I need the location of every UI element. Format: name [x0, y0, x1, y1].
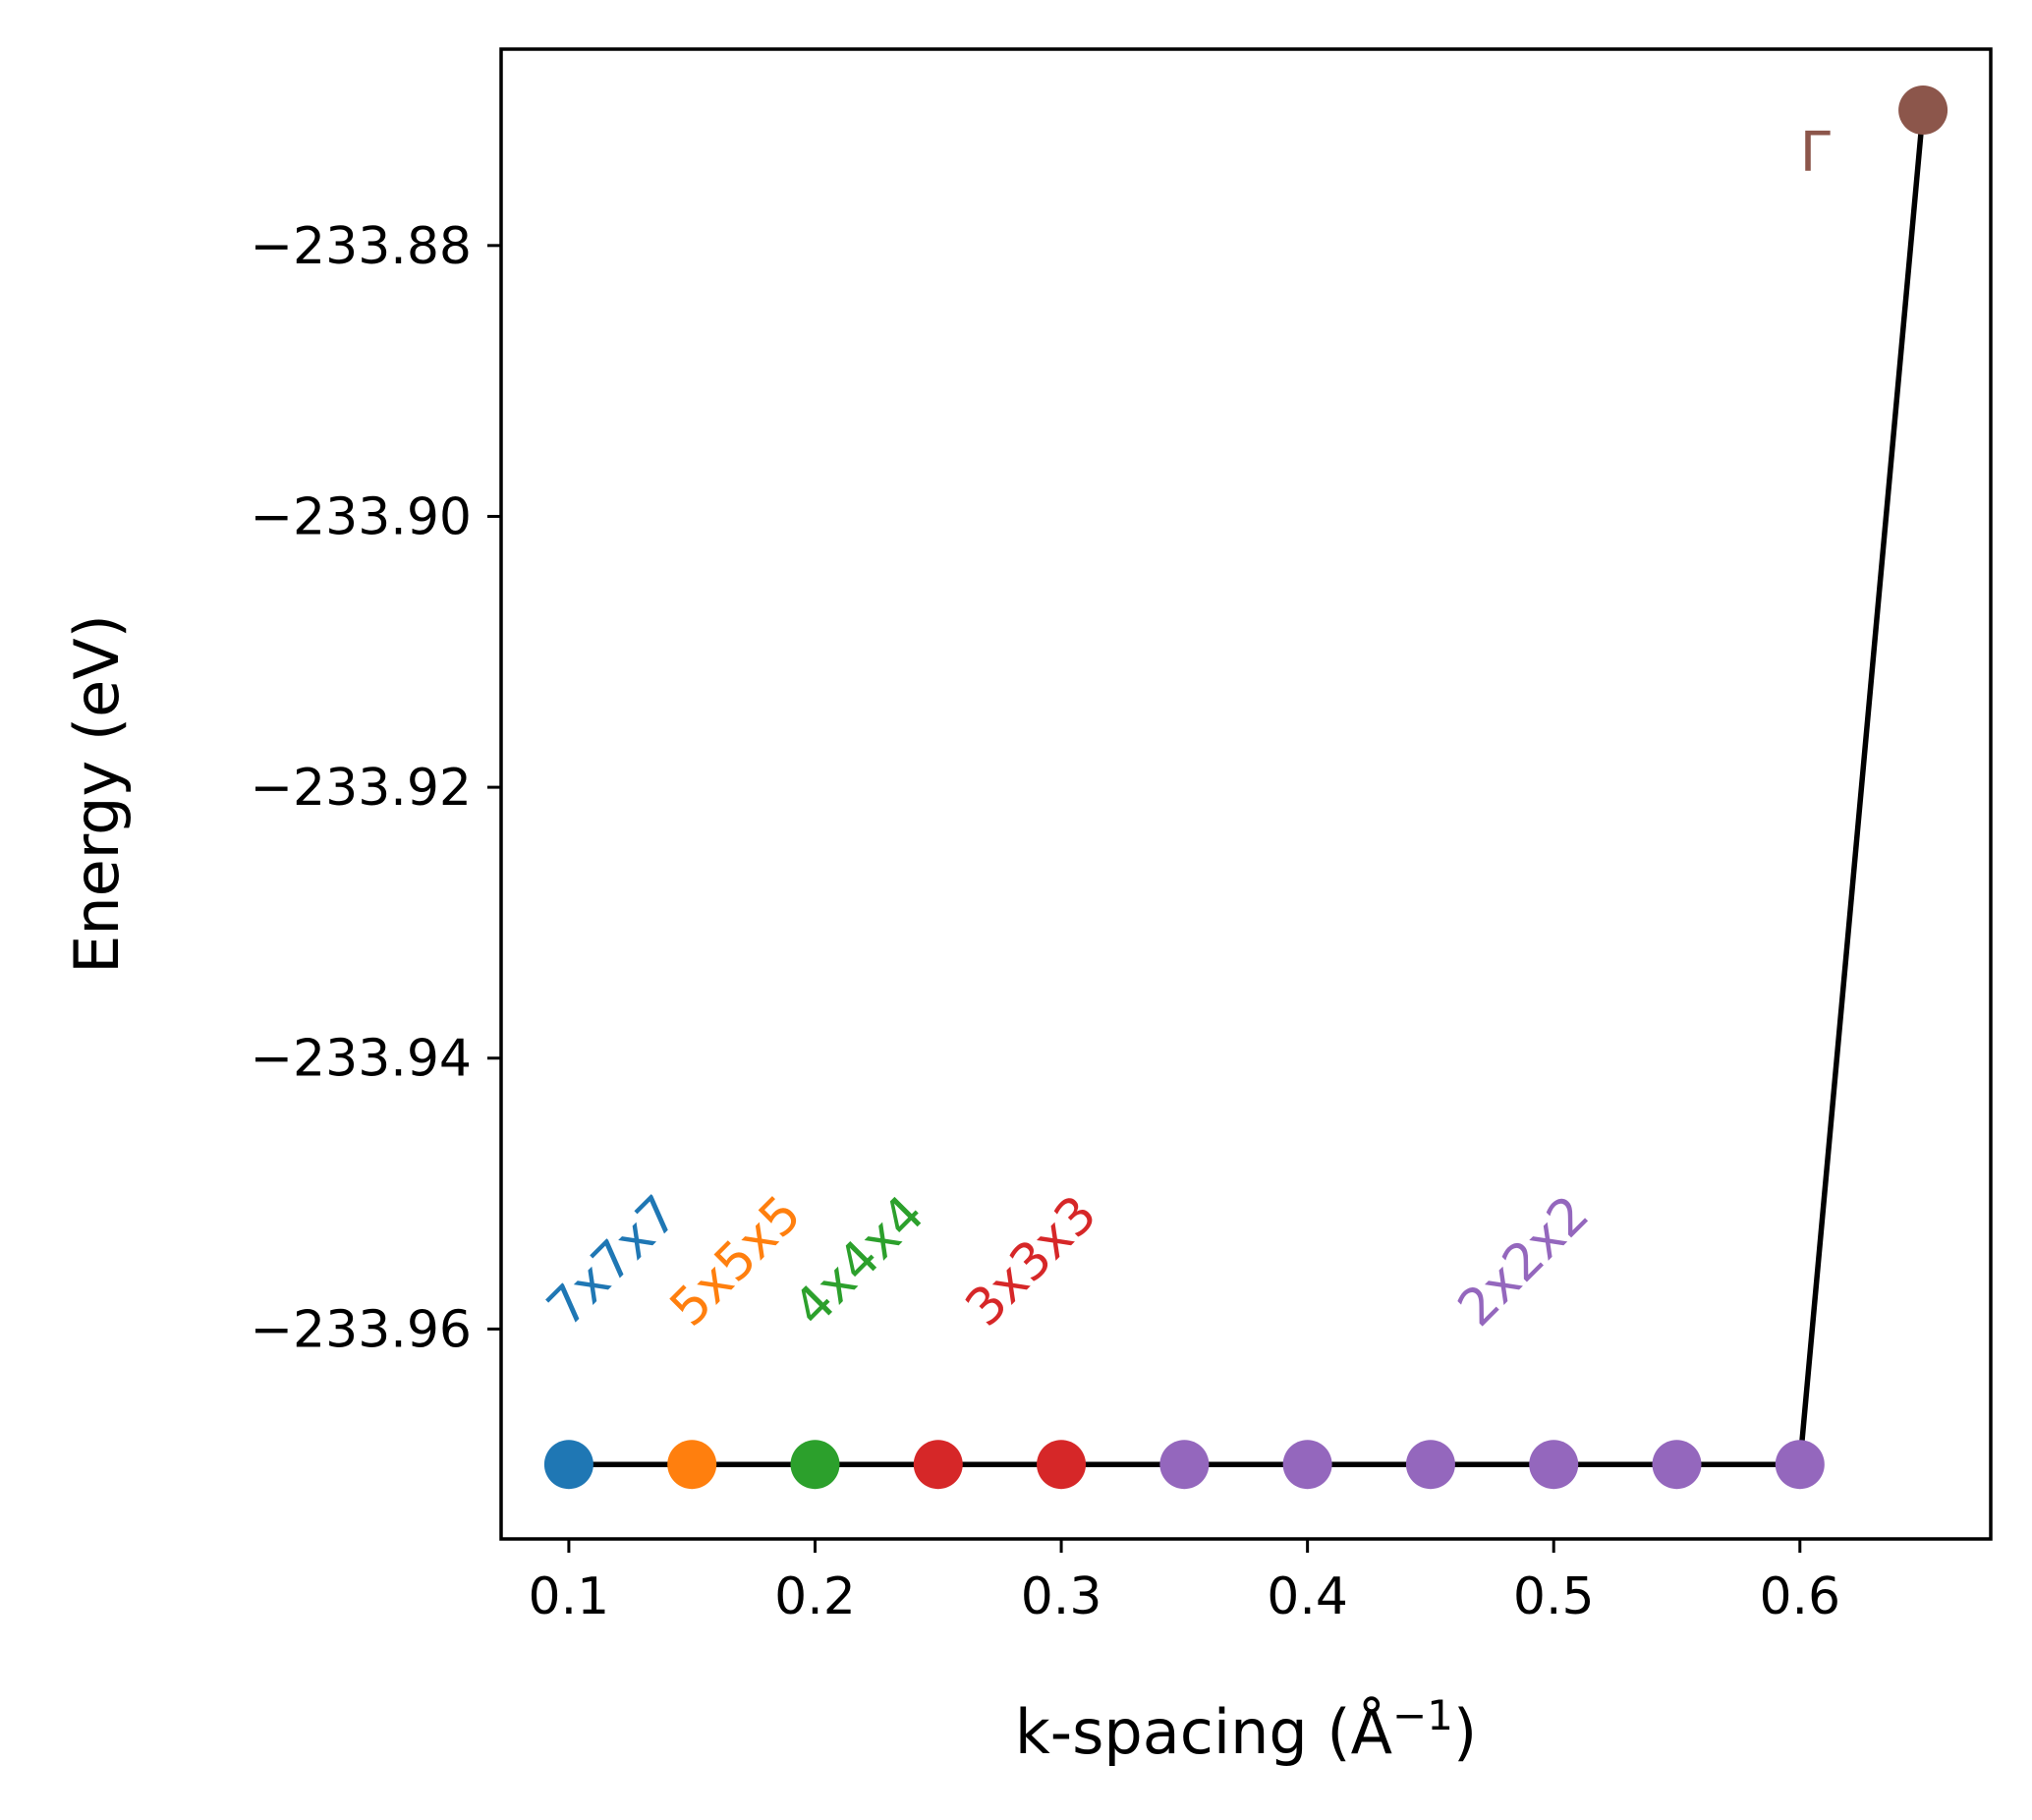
y-tick-label: −233.96	[250, 1300, 472, 1359]
plot-area-frame	[499, 47, 1993, 1541]
data-point	[1405, 1440, 1455, 1490]
x-tick-label: 0.2	[774, 1567, 856, 1626]
y-axis-label: Energy (eV)	[61, 614, 133, 974]
y-tick-label: −233.94	[250, 1030, 472, 1089]
data-point	[1282, 1440, 1332, 1490]
y-tick-label: −233.88	[250, 217, 472, 276]
data-point	[1529, 1440, 1579, 1490]
x-axis: 0.1 0.2 0.3 0.4 0.5 0.6	[529, 1539, 1840, 1626]
data-point	[667, 1440, 717, 1490]
x-tick-label: 0.3	[1021, 1567, 1102, 1626]
data-point	[543, 1440, 593, 1490]
data-point	[790, 1440, 840, 1490]
x-tick-label: 0.1	[529, 1567, 610, 1626]
data-point	[913, 1440, 963, 1490]
y-tick-label: −233.90	[250, 487, 472, 546]
data-point	[1037, 1440, 1087, 1490]
data-point	[1652, 1440, 1702, 1490]
data-point	[1898, 85, 1948, 136]
point-annotation: 7x7x7	[536, 1184, 690, 1337]
y-axis: −233.88 −233.90 −233.92 −233.94 −233.96	[250, 217, 501, 1359]
point-annotation: 5x5x5	[659, 1184, 813, 1337]
data-points	[543, 85, 1948, 1490]
point-annotation: 4x4x4	[782, 1184, 935, 1337]
x-axis-label: k-spacing (Å−1)	[1015, 1691, 1477, 1768]
x-tick-label: 0.5	[1513, 1567, 1595, 1626]
point-annotation: Γ	[1800, 121, 1831, 185]
y-tick-label: −233.92	[250, 759, 472, 818]
point-annotation: 3x3x3	[955, 1184, 1108, 1337]
x-tick-label: 0.6	[1759, 1567, 1840, 1626]
point-annotation: 2x2x2	[1447, 1184, 1601, 1337]
x-tick-label: 0.4	[1267, 1567, 1348, 1626]
data-point	[1775, 1440, 1825, 1490]
data-point	[1159, 1440, 1210, 1490]
